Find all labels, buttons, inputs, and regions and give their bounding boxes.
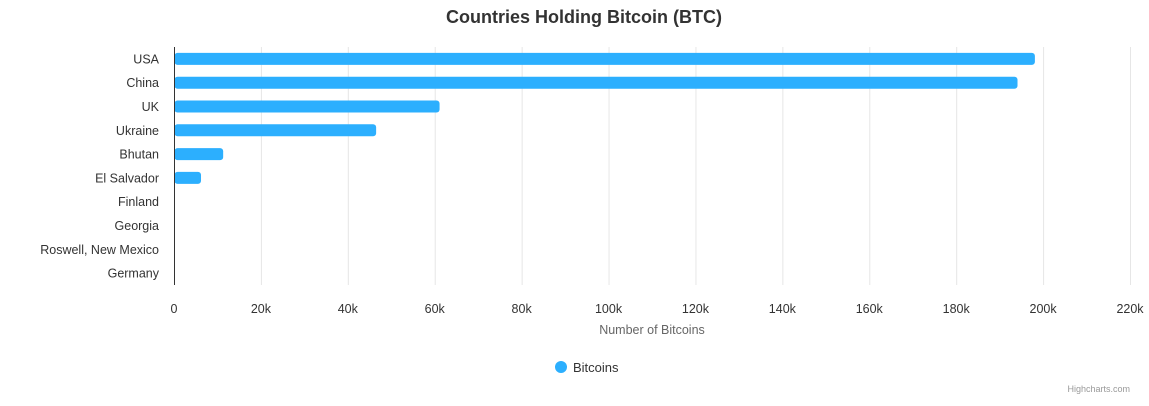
category-label: USA [133, 52, 159, 66]
bars [174, 52, 1035, 184]
x-tick-label: 20k [251, 302, 272, 316]
x-axis-title: Number of Bitcoins [599, 323, 705, 337]
x-tick-label: 220k [1116, 302, 1144, 316]
bar[interactable] [174, 100, 440, 113]
x-tick-label: 0 [171, 302, 178, 316]
x-tick-label: 200k [1030, 302, 1058, 316]
category-label: UK [142, 100, 160, 114]
category-label: El Salvador [95, 171, 159, 185]
x-tick-label: 160k [856, 302, 884, 316]
category-axis-labels: USA China UK Ukraine Bhutan El Salvador Finlan… [40, 52, 160, 280]
credits-link[interactable]: Highcharts.com [1067, 384, 1130, 394]
category-label: Germany [108, 267, 160, 281]
legend-item-label[interactable]: Bitcoins [573, 360, 619, 375]
x-tick-label: 180k [943, 302, 971, 316]
value-axis-labels: 0 20k 40k 60k 80k 100k 120k 140k 160k 180k 200k 220… [171, 302, 1145, 316]
x-tick-label: 100k [595, 302, 623, 316]
x-tick-label: 120k [682, 302, 710, 316]
bar[interactable] [174, 52, 1035, 65]
category-label: Finland [118, 195, 159, 209]
category-label: China [126, 76, 159, 90]
category-label: Ukraine [116, 124, 159, 138]
category-label: Roswell, New Mexico [40, 243, 159, 257]
chart-title: Countries Holding Bitcoin (BTC) [446, 7, 722, 27]
bar[interactable] [174, 76, 1018, 89]
x-tick-label: 60k [425, 302, 446, 316]
category-label: Georgia [115, 219, 160, 233]
legend-symbol[interactable] [555, 361, 567, 373]
x-tick-label: 80k [512, 302, 533, 316]
bar[interactable] [174, 148, 224, 161]
category-label: Bhutan [119, 148, 159, 162]
x-tick-label: 40k [338, 302, 359, 316]
bar[interactable] [174, 124, 377, 137]
x-tick-label: 140k [769, 302, 797, 316]
bar[interactable] [174, 171, 202, 184]
legend[interactable]: Bitcoins [555, 360, 619, 375]
